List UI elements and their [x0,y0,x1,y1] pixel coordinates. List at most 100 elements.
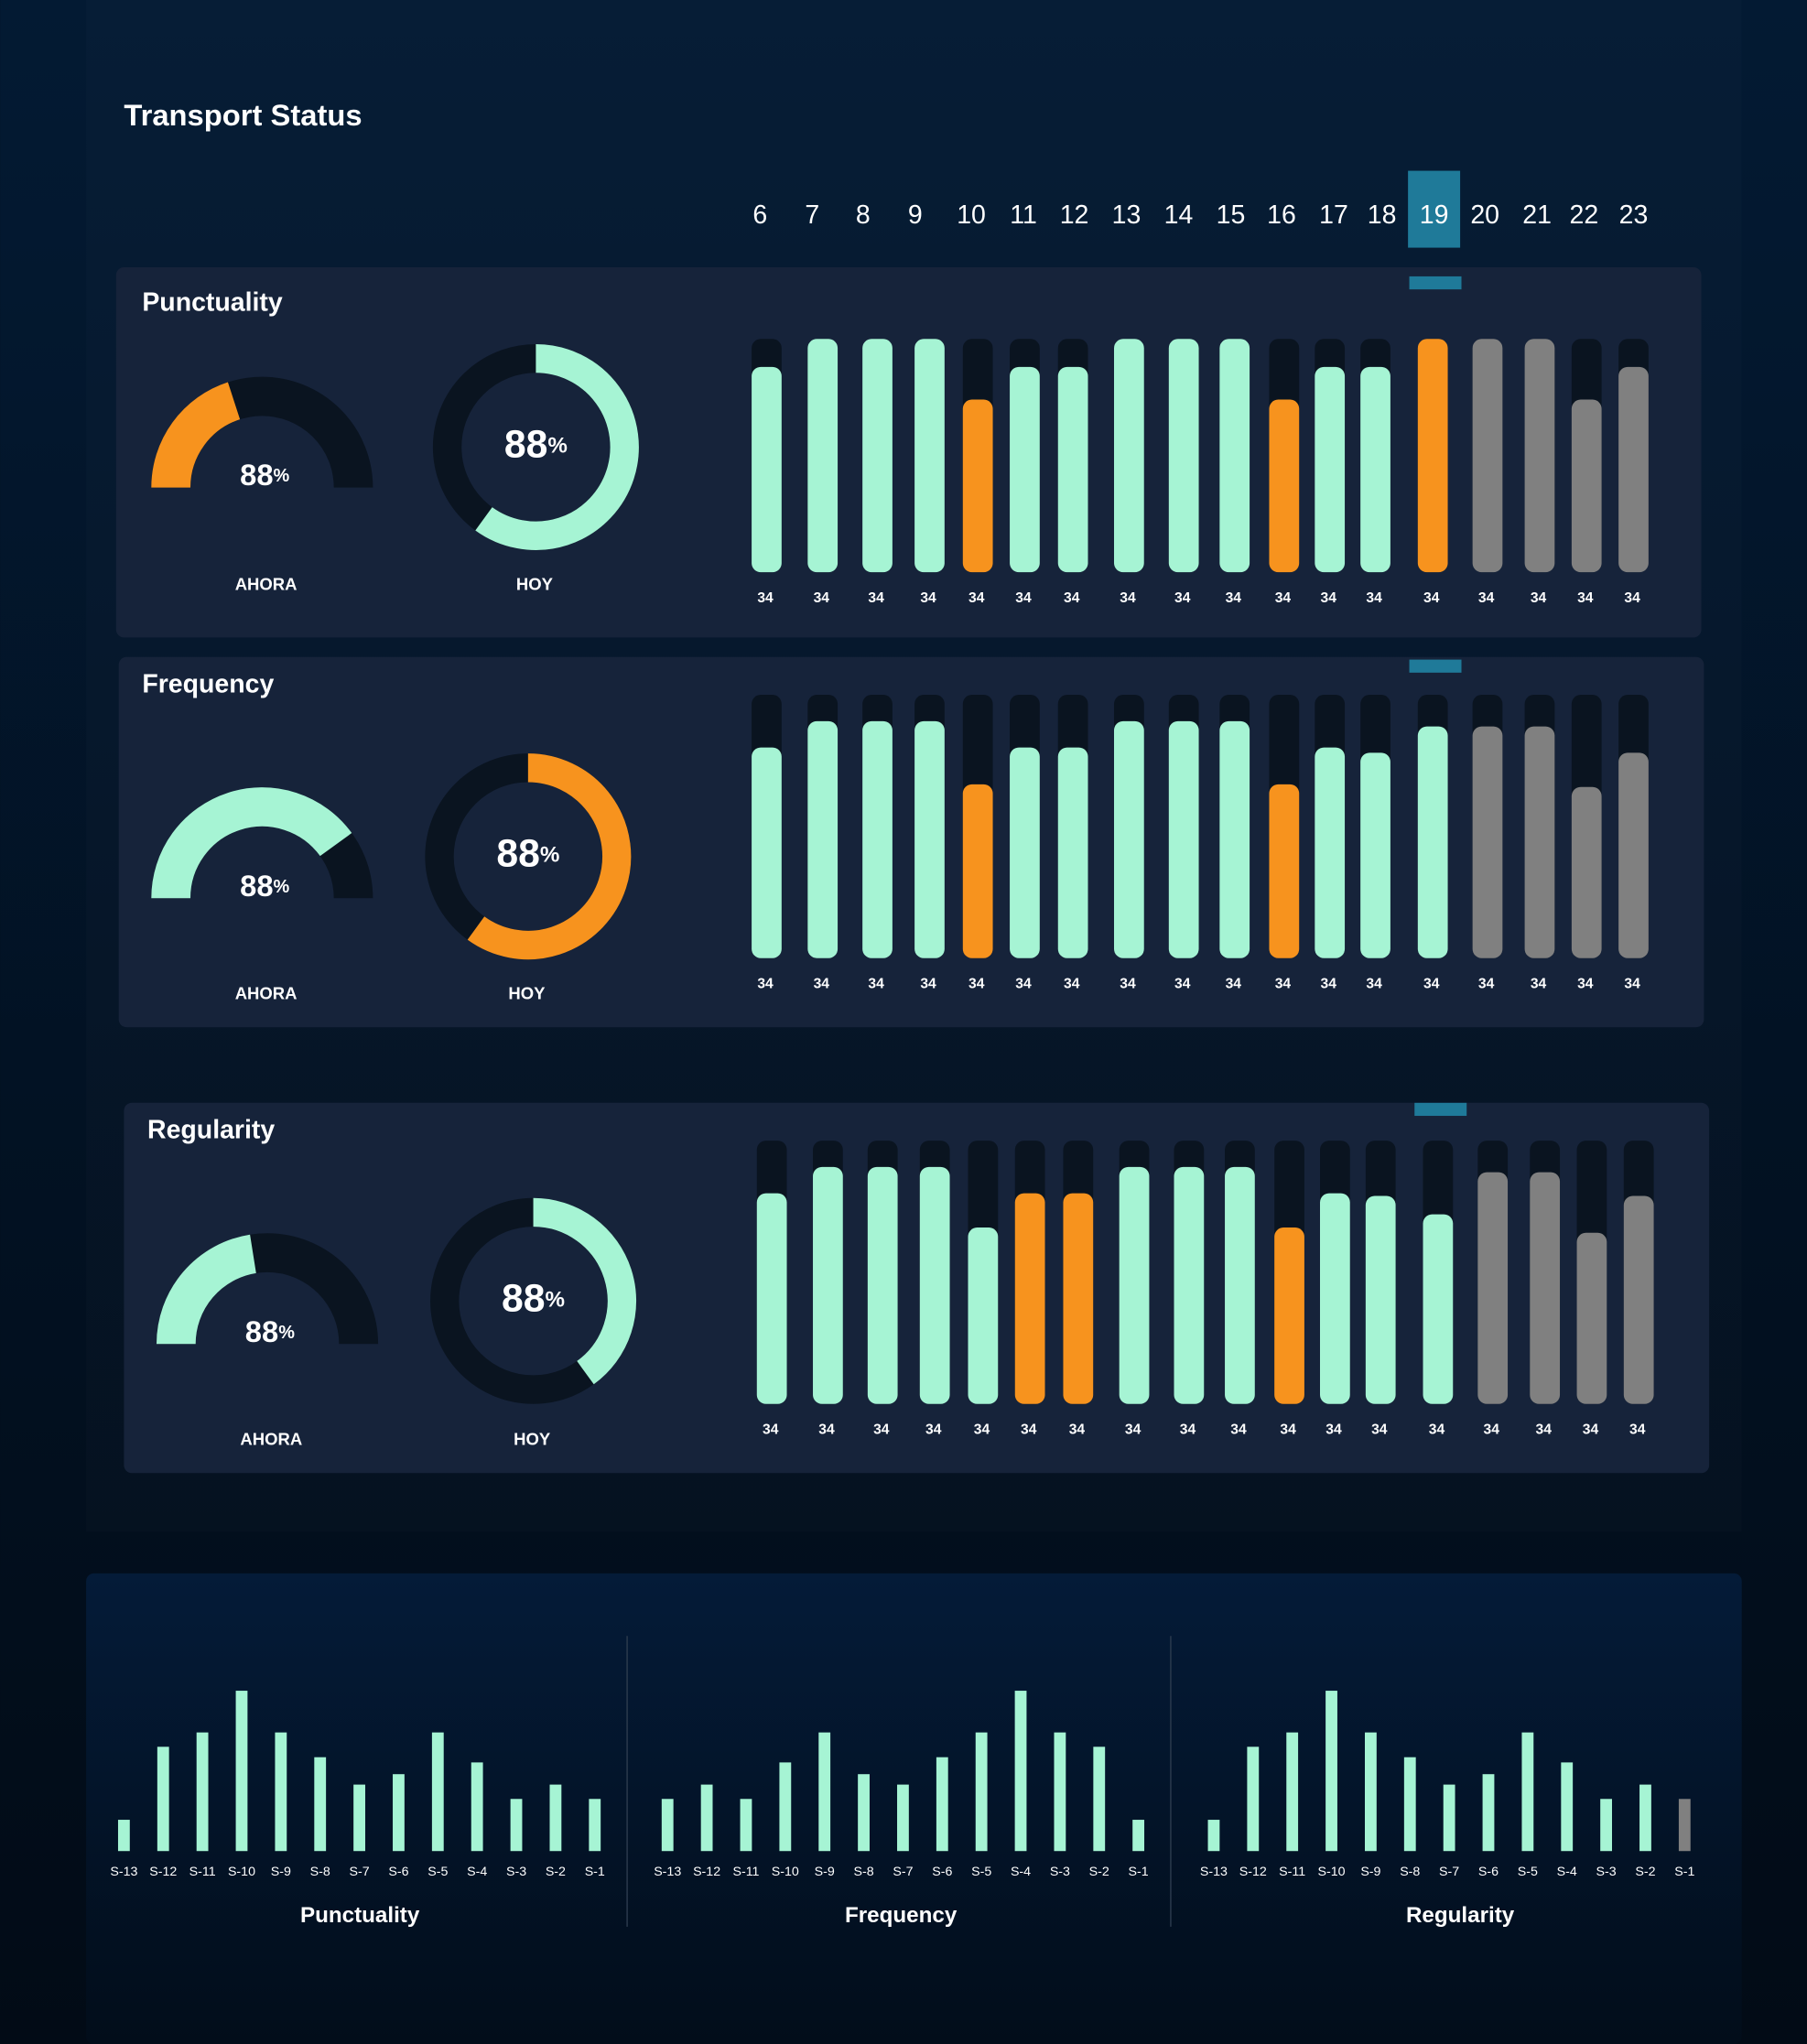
gauge-label: AHORA [235,574,298,593]
donut-fill [533,1197,637,1385]
bar [1320,1193,1350,1404]
history-label: S-12 [1239,1865,1267,1879]
bar [1423,1214,1454,1404]
history-bar [858,1774,870,1852]
bar-count: 34 [868,976,884,991]
panel-title: Frequency [142,670,274,699]
bar [1269,784,1300,958]
bar [756,1193,787,1404]
bar-count: 34 [814,590,830,606]
history-label: S-5 [1518,1865,1538,1879]
value: 88 [496,832,540,876]
bar-count: 34 [1484,1422,1500,1437]
history-label: S-7 [893,1865,913,1879]
history-bar [1600,1799,1613,1852]
history-bar [1207,1820,1220,1852]
history-label: S-9 [1360,1865,1380,1879]
history-bar [1325,1691,1337,1852]
bar [862,720,893,958]
donut-value: 88% [504,423,568,467]
hour-label: 22 [1570,200,1599,230]
bar-count: 34 [920,976,936,991]
history-bar [936,1757,948,1852]
hour-label: 16 [1267,200,1296,230]
gauge-label: HOY [508,983,546,1002]
gauge-label: HOY [514,1430,551,1449]
bar-count: 34 [1230,1422,1247,1437]
history-label: S-8 [1400,1865,1420,1879]
bar-count: 34 [1629,1422,1646,1437]
value: 88 [240,868,273,902]
bar [1057,366,1088,573]
bar-count: 34 [1174,976,1191,991]
panel-title: Punctuality [142,287,283,317]
bar [1014,1193,1045,1404]
bar [1010,747,1040,958]
bar-count: 34 [1275,976,1292,991]
bar [1365,1195,1396,1404]
bar-count: 34 [814,976,830,991]
history-bar [1482,1774,1495,1852]
hour-label: 14 [1164,200,1194,230]
bar [1057,747,1088,958]
history-bar [1521,1732,1534,1852]
history-label: S-3 [506,1865,526,1879]
bar [807,339,839,573]
history-label: S-2 [1089,1865,1109,1879]
bar [867,1166,898,1404]
history-label: S-4 [467,1865,487,1879]
history-label: S-10 [772,1865,799,1879]
bar [1315,366,1346,573]
history-label: S-9 [271,1865,291,1879]
bar-count: 34 [1624,590,1640,606]
history-bar [740,1799,752,1852]
history-bar [510,1799,523,1852]
gauge-fill [151,382,241,489]
gauge-value: 88% [240,458,289,492]
selected-marker [1409,276,1462,290]
bar [1219,339,1250,573]
history-label: S-9 [815,1865,835,1879]
bar-count: 34 [763,1422,779,1437]
hour-label: 8 [856,200,871,230]
unit: % [540,843,560,868]
history-bar [661,1799,674,1852]
bar [1010,366,1040,573]
history-label: S-1 [585,1865,605,1879]
bar [1219,720,1250,958]
bar-count: 34 [1624,976,1640,991]
bar [968,1227,999,1404]
hour-label: 9 [908,200,923,230]
bar [1417,339,1448,573]
bar-count: 34 [1226,590,1242,606]
bar-count: 34 [1321,590,1337,606]
bar [1524,726,1555,958]
history-label: S-12 [693,1865,720,1879]
unit: % [546,1288,566,1313]
history-bar [589,1799,601,1852]
history-bar [700,1784,713,1852]
bar-count: 34 [1478,590,1495,606]
donut-fill [467,753,632,960]
bar [1168,339,1199,573]
gauge-value: 88% [240,868,289,902]
selected-hour [1408,170,1461,248]
bar-count: 34 [1583,1422,1599,1437]
bar [962,784,993,958]
hour-label: 21 [1522,200,1552,230]
bar [919,1166,950,1404]
history-bar [1364,1732,1377,1852]
history-label: S-13 [654,1865,681,1879]
bar-count: 34 [757,590,774,606]
bar-count: 34 [1577,590,1594,606]
history-bar [1443,1784,1455,1852]
history-bar [196,1732,209,1852]
bar [1571,399,1602,573]
bar-count: 34 [1069,1422,1086,1437]
value: 88 [504,423,548,467]
history-title: Punctuality [300,1903,420,1928]
history-label: S-2 [1635,1865,1655,1879]
bar [1063,1193,1094,1404]
history-bar [818,1732,831,1852]
bar [1113,339,1144,573]
